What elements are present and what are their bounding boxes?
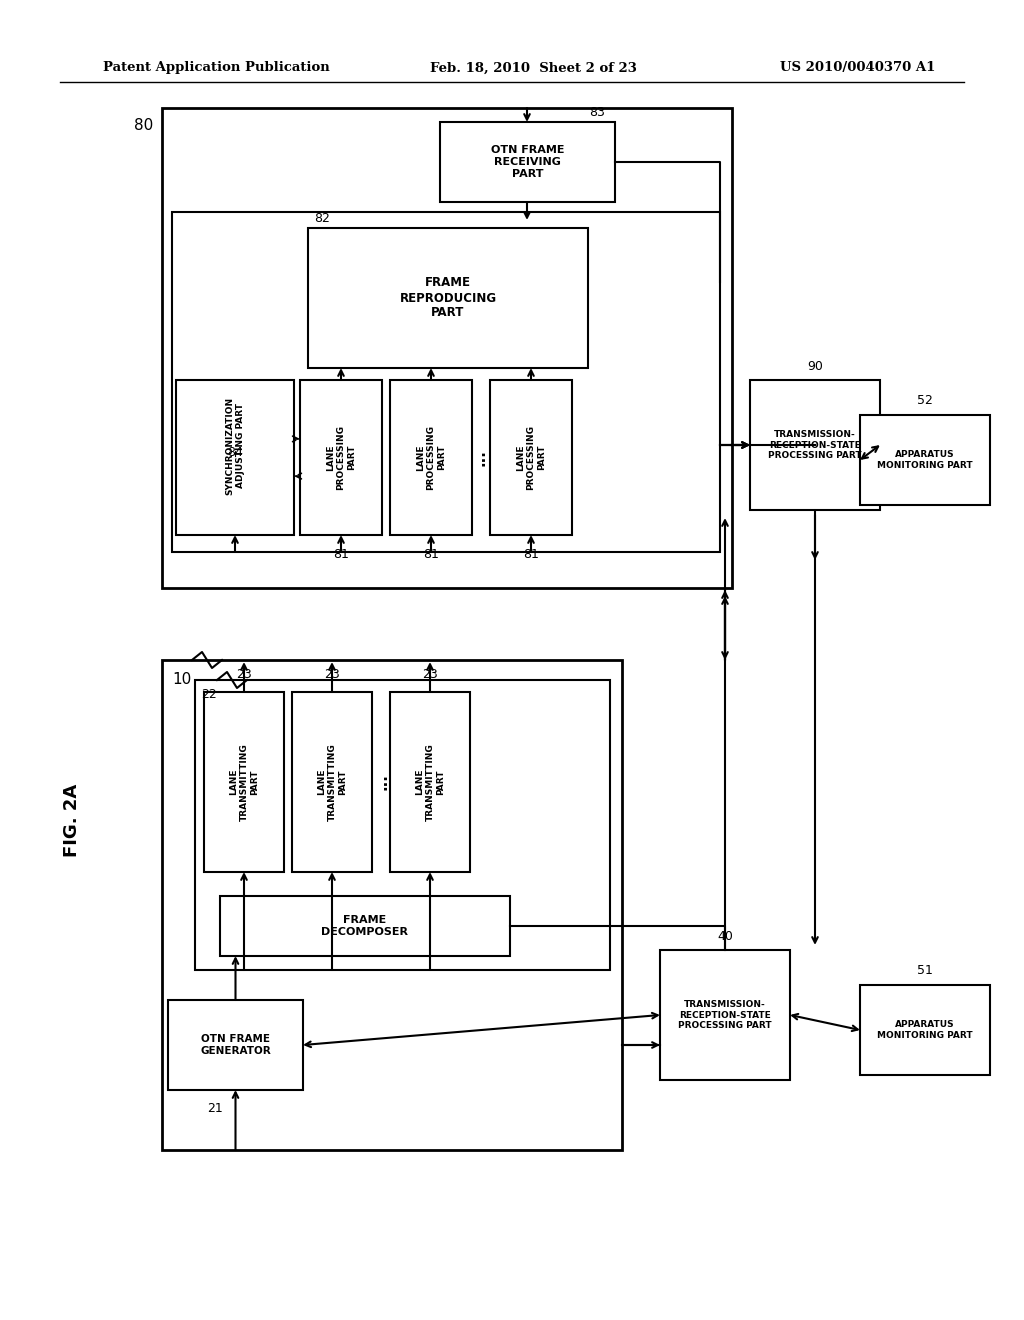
Bar (168, 1001, 303, 1090)
Bar (308, 228, 588, 368)
Bar (750, 380, 880, 510)
Text: 82: 82 (314, 211, 330, 224)
Text: 51: 51 (918, 965, 933, 978)
Text: TRANSMISSION-
RECEPTION-STATE
PROCESSING PART: TRANSMISSION- RECEPTION-STATE PROCESSING… (678, 1001, 772, 1030)
Text: APPARATUS
MONITORING PART: APPARATUS MONITORING PART (878, 450, 973, 470)
Text: 83: 83 (589, 106, 605, 119)
Text: 10: 10 (172, 672, 191, 688)
Text: US 2010/0040370 A1: US 2010/0040370 A1 (780, 62, 935, 74)
Text: 80: 80 (134, 119, 154, 133)
Text: LANE
PROCESSING
PART: LANE PROCESSING PART (416, 425, 445, 490)
Text: LANE
TRANSMITTING
PART: LANE TRANSMITTING PART (229, 743, 259, 821)
Bar (390, 380, 472, 535)
Text: FIG. 2A: FIG. 2A (63, 783, 81, 857)
Text: ...: ... (472, 449, 487, 466)
Bar (176, 380, 294, 535)
Bar (172, 213, 720, 552)
Text: FRAME
REPRODUCING
PART: FRAME REPRODUCING PART (399, 276, 497, 319)
Bar (292, 692, 372, 873)
Text: SYNCHRONIZATION
ADJUSTING PART: SYNCHRONIZATION ADJUSTING PART (225, 396, 245, 495)
Text: 84: 84 (227, 446, 243, 458)
Bar (490, 380, 572, 535)
Text: LANE
PROCESSING
PART: LANE PROCESSING PART (516, 425, 546, 490)
Text: Patent Application Publication: Patent Application Publication (103, 62, 330, 74)
Text: 81: 81 (423, 549, 439, 561)
Text: 23: 23 (422, 668, 438, 681)
Text: FRAME
DECOMPOSER: FRAME DECOMPOSER (322, 915, 409, 937)
Bar (162, 108, 732, 587)
Bar (204, 692, 284, 873)
Text: 81: 81 (333, 549, 349, 561)
Text: Feb. 18, 2010  Sheet 2 of 23: Feb. 18, 2010 Sheet 2 of 23 (430, 62, 637, 74)
Bar (300, 380, 382, 535)
Text: 23: 23 (237, 668, 252, 681)
Text: ...: ... (375, 774, 389, 791)
Text: OTN FRAME
GENERATOR: OTN FRAME GENERATOR (200, 1034, 271, 1056)
Bar (220, 896, 510, 956)
Text: LANE
PROCESSING
PART: LANE PROCESSING PART (326, 425, 356, 490)
Bar (195, 680, 610, 970)
Text: LANE
TRANSMITTING
PART: LANE TRANSMITTING PART (415, 743, 444, 821)
Text: APPARATUS
MONITORING PART: APPARATUS MONITORING PART (878, 1020, 973, 1040)
Bar (860, 985, 990, 1074)
Text: OTN FRAME
RECEIVING
PART: OTN FRAME RECEIVING PART (490, 145, 564, 178)
Bar (660, 950, 790, 1080)
Bar (162, 660, 622, 1150)
Bar (860, 414, 990, 506)
Text: 21: 21 (208, 1101, 223, 1114)
Bar (390, 692, 470, 873)
Text: TRANSMISSION-
RECEPTION-STATE
PROCESSING PART: TRANSMISSION- RECEPTION-STATE PROCESSING… (768, 430, 862, 459)
Text: 90: 90 (807, 359, 823, 372)
Text: 81: 81 (523, 549, 539, 561)
Text: LANE
TRANSMITTING
PART: LANE TRANSMITTING PART (317, 743, 347, 821)
Text: 40: 40 (717, 929, 733, 942)
Bar (440, 121, 615, 202)
Text: 22: 22 (201, 688, 217, 701)
Text: 52: 52 (918, 395, 933, 408)
Text: 23: 23 (325, 668, 340, 681)
